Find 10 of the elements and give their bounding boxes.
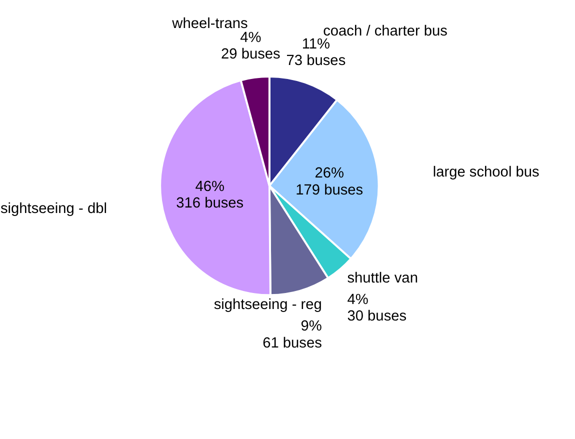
data-label: 46% 316 buses [176, 179, 244, 212]
data-label: 9% 61 buses [262, 318, 322, 352]
slice-label: wheel-trans [171, 16, 248, 32]
slice-label: sightseeing - reg [214, 297, 322, 314]
slice-label: shuttle van [347, 270, 418, 286]
data-label: 4% 30 buses [347, 292, 407, 325]
slice-label: sightseeing - dbl [0, 201, 107, 218]
data-label: 4% 29 buses [220, 30, 280, 63]
slice-label: large school bus [432, 164, 540, 180]
data-label: 26% 179 buses [296, 166, 364, 198]
